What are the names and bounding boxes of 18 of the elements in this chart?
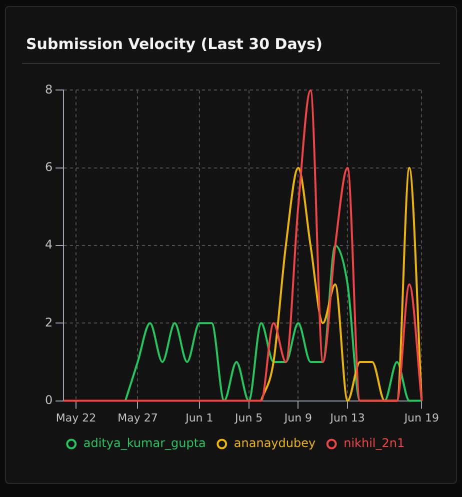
x-tick-label: Jun 5 [234,411,263,424]
x-tick-label: May 27 [118,411,158,424]
legend-label: nikhil_2n1 [344,436,405,450]
x-tick-label: May 22 [56,411,96,424]
y-tick-label: 4 [44,238,53,252]
line-series [124,244,423,402]
y-tick-label: 8 [44,82,53,96]
x-tick-label: Jun 19 [403,411,440,424]
y-tick-label: 0 [44,392,53,407]
y-tick-label: 6 [44,160,53,174]
x-tick-label: Jun 13 [329,411,365,424]
legend-label: aditya_kumar_gupta [83,436,206,450]
chart-title: Submission Velocity (Last 30 Days) [25,34,324,55]
y-tick-label: 2 [44,315,53,330]
x-tick-label: Jun 9 [283,411,312,424]
line-series [260,166,423,402]
legend-label: ananaydubey [234,436,316,450]
x-tick-label: Jun 1 [184,411,214,424]
